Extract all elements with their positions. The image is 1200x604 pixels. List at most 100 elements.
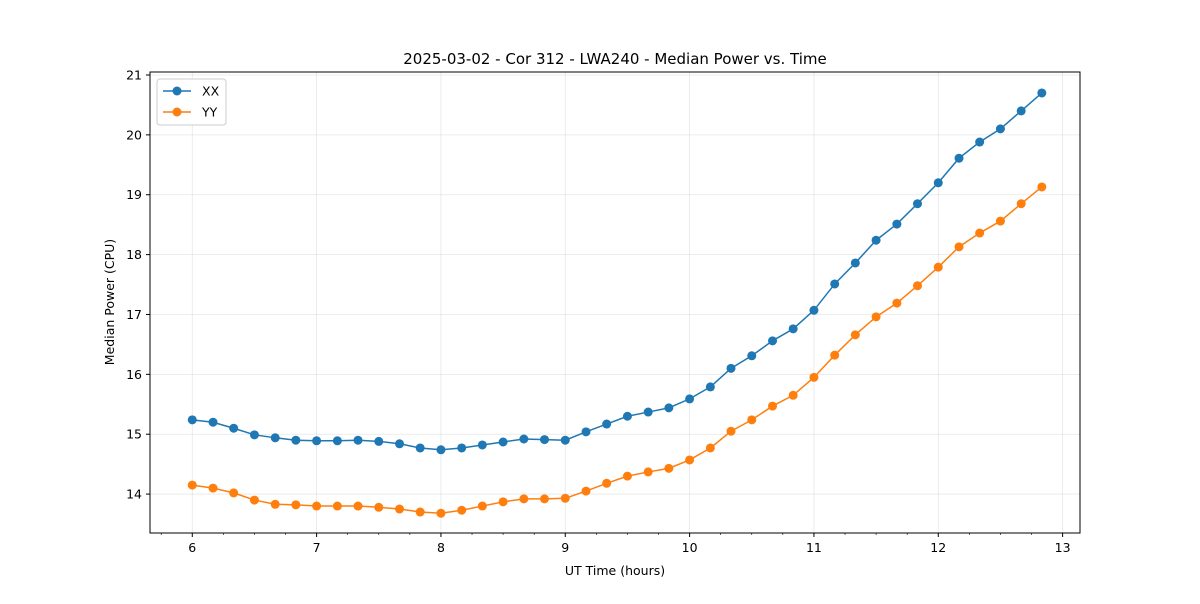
data-point-xx bbox=[664, 403, 674, 413]
y-tick-label: 14 bbox=[126, 487, 142, 502]
data-point-yy bbox=[353, 501, 363, 511]
data-point-xx bbox=[560, 435, 570, 445]
legend-label-yy: YY bbox=[201, 105, 218, 120]
data-point-xx bbox=[1016, 106, 1026, 116]
data-point-yy bbox=[457, 505, 467, 515]
data-point-yy bbox=[892, 298, 902, 308]
data-point-xx bbox=[374, 436, 384, 446]
data-point-xx bbox=[954, 153, 964, 163]
legend-marker-xx bbox=[172, 86, 182, 96]
data-point-yy bbox=[830, 350, 840, 360]
data-point-xx bbox=[353, 435, 363, 445]
data-point-xx bbox=[436, 445, 446, 455]
data-point-xx bbox=[643, 407, 653, 417]
data-point-yy bbox=[705, 443, 715, 453]
data-point-xx bbox=[457, 443, 467, 453]
data-point-xx bbox=[995, 124, 1005, 134]
data-point-xx bbox=[933, 178, 943, 188]
data-point-xx bbox=[249, 430, 259, 440]
data-point-xx bbox=[788, 324, 798, 334]
data-point-yy bbox=[581, 486, 591, 496]
y-tick-label: 17 bbox=[126, 307, 142, 322]
data-point-yy bbox=[1016, 199, 1026, 209]
data-point-yy bbox=[312, 501, 322, 511]
data-point-yy bbox=[809, 372, 819, 382]
data-point-xx bbox=[415, 443, 425, 453]
data-point-yy bbox=[912, 281, 922, 291]
y-tick-label: 20 bbox=[126, 127, 142, 142]
x-tick-label: 13 bbox=[1055, 540, 1071, 555]
data-point-xx bbox=[809, 305, 819, 315]
data-point-yy bbox=[291, 500, 301, 510]
data-point-xx bbox=[187, 415, 197, 425]
data-point-yy bbox=[871, 312, 881, 322]
y-axis: 14 15 16 17 18 19 20 21 bbox=[126, 67, 150, 502]
data-point-xx bbox=[332, 436, 342, 446]
data-point-yy bbox=[1037, 182, 1047, 192]
data-point-yy bbox=[602, 478, 612, 488]
series-group bbox=[187, 88, 1047, 518]
legend: XX YY bbox=[156, 78, 227, 126]
data-point-yy bbox=[436, 508, 446, 518]
series-line-yy bbox=[192, 186, 1043, 514]
plot-frame bbox=[149, 71, 1081, 534]
data-point-yy bbox=[395, 504, 405, 514]
y-tick-label: 15 bbox=[126, 427, 142, 442]
grid bbox=[150, 72, 1080, 533]
legend-label-xx: XX bbox=[202, 84, 220, 99]
data-point-yy bbox=[332, 501, 342, 511]
data-point-yy bbox=[788, 390, 798, 400]
data-point-yy bbox=[540, 494, 550, 504]
legend-marker-yy bbox=[172, 107, 182, 117]
data-point-xx bbox=[602, 419, 612, 429]
data-point-yy bbox=[726, 426, 736, 436]
data-point-xx bbox=[975, 137, 985, 147]
x-tick-label: 10 bbox=[682, 540, 698, 555]
data-point-yy bbox=[747, 415, 757, 425]
data-point-yy bbox=[850, 330, 860, 340]
data-point-yy bbox=[768, 401, 778, 411]
data-point-xx bbox=[892, 219, 902, 229]
x-tick-label: 11 bbox=[806, 540, 822, 555]
data-point-xx bbox=[229, 423, 239, 433]
data-point-xx bbox=[850, 258, 860, 268]
y-tick-label: 19 bbox=[126, 187, 142, 202]
data-point-xx bbox=[622, 411, 632, 421]
data-point-xx bbox=[395, 439, 405, 449]
data-point-yy bbox=[933, 262, 943, 272]
data-point-xx bbox=[540, 435, 550, 445]
chart-title: 2025-03-02 - Cor 312 - LWA240 - Median P… bbox=[403, 50, 827, 68]
data-point-yy bbox=[498, 497, 508, 507]
data-point-xx bbox=[912, 199, 922, 209]
x-tick-label: 6 bbox=[188, 540, 196, 555]
data-point-yy bbox=[477, 501, 487, 511]
x-axis: 6 7 8 9 10 11 12 13 bbox=[160, 533, 1071, 555]
y-axis-label: Median Power (CPU) bbox=[102, 239, 117, 365]
data-point-xx bbox=[477, 440, 487, 450]
x-tick-label: 8 bbox=[437, 540, 445, 555]
data-point-xx bbox=[498, 437, 508, 447]
data-point-xx bbox=[1037, 88, 1047, 98]
data-point-yy bbox=[229, 488, 239, 498]
data-point-yy bbox=[664, 463, 674, 473]
data-point-xx bbox=[312, 436, 322, 446]
data-point-xx bbox=[208, 417, 218, 427]
data-point-yy bbox=[374, 502, 384, 512]
data-point-yy bbox=[270, 499, 280, 509]
data-point-yy bbox=[975, 228, 985, 238]
data-point-xx bbox=[581, 427, 591, 437]
data-point-yy bbox=[622, 471, 632, 481]
x-axis-label: UT Time (hours) bbox=[565, 563, 665, 578]
data-point-yy bbox=[995, 216, 1005, 226]
data-point-xx bbox=[519, 434, 529, 444]
x-tick-label: 7 bbox=[313, 540, 321, 555]
data-point-yy bbox=[560, 493, 570, 503]
data-point-yy bbox=[519, 494, 529, 504]
data-point-xx bbox=[291, 435, 301, 445]
data-point-yy bbox=[249, 495, 259, 505]
data-point-yy bbox=[187, 480, 197, 490]
data-point-yy bbox=[954, 242, 964, 252]
data-point-yy bbox=[415, 507, 425, 517]
x-tick-label: 9 bbox=[561, 540, 569, 555]
